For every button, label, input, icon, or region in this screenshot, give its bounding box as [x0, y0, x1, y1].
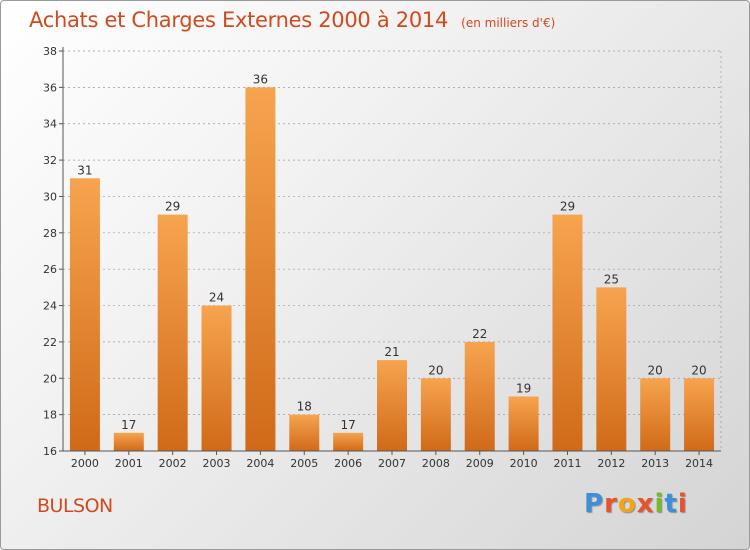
- bar-2014: [684, 378, 715, 451]
- y-tick-label: 34: [43, 118, 57, 131]
- bar-2007: [377, 360, 407, 451]
- data-label: 21: [384, 345, 399, 359]
- x-tick-label: 2000: [71, 457, 99, 470]
- data-label: 24: [209, 291, 224, 305]
- data-label: 19: [516, 381, 531, 395]
- data-label: 18: [297, 400, 312, 414]
- x-tick-label: 2004: [246, 457, 274, 470]
- brand-letter: r: [604, 489, 618, 519]
- bar-2013: [640, 378, 671, 451]
- bar-2010: [508, 396, 539, 451]
- brand-letter: o: [617, 489, 637, 519]
- data-label: 20: [648, 363, 663, 377]
- x-tick-label: 2009: [466, 457, 494, 470]
- x-tick-label: 2001: [115, 457, 143, 470]
- data-label: 22: [472, 327, 487, 341]
- y-tick-label: 32: [43, 154, 57, 167]
- x-tick-label: 2005: [290, 457, 318, 470]
- data-label: 20: [691, 363, 706, 377]
- axes: [59, 47, 721, 455]
- commune-name: BULSON: [37, 495, 113, 517]
- y-tick-label: 26: [43, 263, 57, 276]
- y-tick-label: 24: [43, 300, 57, 313]
- bar-2000: [69, 178, 100, 452]
- x-tick-label: 2012: [597, 457, 625, 470]
- bar-2008: [420, 378, 451, 451]
- bar-2009: [464, 341, 495, 451]
- x-tick-label: 2002: [159, 457, 187, 470]
- bar-2011: [552, 214, 583, 451]
- y-tick-label: 38: [43, 45, 57, 58]
- data-label: 17: [121, 418, 136, 432]
- y-tick-label: 18: [43, 409, 57, 422]
- data-label: 29: [560, 200, 575, 214]
- brand-letter: i: [654, 489, 665, 519]
- labels: 16 18 20 22 24 26 28 30 32 34 36 38 31 2000 17 2001 29 20…: [43, 45, 713, 470]
- y-tick-label: 28: [43, 227, 57, 240]
- bar-2006: [333, 432, 364, 451]
- y-tick-label: 16: [43, 445, 57, 458]
- data-label: 20: [428, 363, 443, 377]
- x-tick-label: 2010: [510, 457, 538, 470]
- data-label: 36: [253, 72, 268, 86]
- chart-title: Achats et Charges Externes 2000 à 2014: [29, 8, 449, 32]
- x-tick-label: 2006: [334, 457, 362, 470]
- data-label: 31: [77, 163, 92, 177]
- bars: [69, 87, 715, 452]
- data-label: 25: [604, 272, 619, 286]
- x-tick-label: 2014: [685, 457, 713, 470]
- x-tick-label: 2003: [203, 457, 231, 470]
- brand-letter: P: [584, 489, 605, 519]
- y-tick-label: 36: [43, 81, 57, 94]
- brand-logo: Proxiti: [584, 489, 688, 519]
- x-tick-label: 2013: [641, 457, 669, 470]
- brand-letter: i: [677, 489, 688, 519]
- bar-2003: [201, 305, 232, 451]
- y-tick-label: 20: [43, 372, 57, 385]
- x-tick-label: 2011: [553, 457, 581, 470]
- bar-2004: [245, 87, 276, 451]
- grid-lines: [63, 50, 722, 452]
- y-tick-label: 22: [43, 336, 57, 349]
- title-row: Achats et Charges Externes 2000 à 2014 (…: [29, 8, 555, 32]
- data-label: 29: [165, 200, 180, 214]
- y-tick-label: 30: [43, 190, 57, 203]
- bar-2012: [596, 287, 627, 451]
- brand-letter: t: [664, 489, 678, 519]
- chart-unit: (en milliers d'€): [461, 16, 556, 30]
- brand-letter: x: [636, 489, 655, 519]
- bar-2001: [113, 432, 144, 451]
- x-tick-label: 2007: [378, 457, 406, 470]
- bar-2002: [157, 214, 188, 451]
- data-label: 17: [340, 418, 355, 432]
- bar-2005: [289, 414, 320, 451]
- x-tick-label: 2008: [422, 457, 450, 470]
